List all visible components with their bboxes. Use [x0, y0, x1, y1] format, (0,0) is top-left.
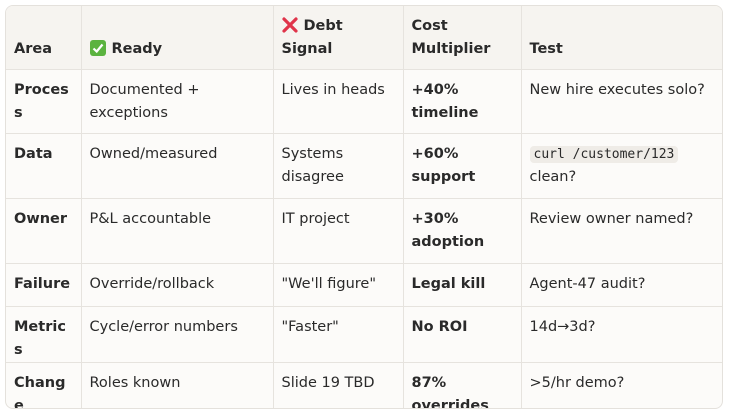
header-text: Cost Multiplier: [411, 18, 491, 57]
header-row: Area Ready Debt Signal Cost Multiplier T…: [6, 6, 722, 70]
table-cell: Cycle/error numbers: [81, 306, 274, 363]
cell-text: Agent-47 audit?: [529, 276, 646, 292]
table-cell: Agent-47 audit?: [521, 263, 722, 307]
header-cell: Area: [6, 6, 82, 70]
cell-text: Roles known: [89, 375, 181, 391]
cross-icon: [281, 17, 298, 33]
cell-text: +40% timeline: [411, 82, 479, 121]
header-text: Debt Signal: [281, 18, 343, 57]
cell-text: Override/rollback: [89, 276, 215, 292]
table-cell: Owner: [6, 198, 82, 264]
cell-text: Systems disagree: [281, 146, 344, 185]
cell-text: +30% adoption: [411, 211, 485, 250]
cell-text: clean?: [529, 169, 577, 185]
header-cell: Test: [521, 6, 722, 70]
cell-text: Cycle/error numbers: [89, 319, 238, 335]
table-row: Change Roles known Slide 19 TBD 87% overrid…: [6, 362, 722, 409]
table-cell: +30% adoption: [403, 198, 522, 264]
table: Area Ready Debt Signal Cost Multiplier T…: [6, 6, 722, 409]
table-cell: Owned/measured: [81, 133, 274, 199]
header-text: Area: [14, 41, 52, 57]
cell-text: Owned/measured: [89, 146, 218, 162]
cell-text: P&L accountable: [89, 211, 212, 227]
cell-text: 87% overrides: [411, 375, 489, 409]
header-text: Test: [529, 41, 563, 57]
cell-text: Documented + exceptions: [89, 82, 200, 121]
cell-text: New hire executes solo?: [529, 82, 705, 98]
table-cell: +60% support: [403, 133, 522, 199]
table-cell: Override/rollback: [81, 263, 274, 307]
cell-text: Owner: [14, 211, 68, 227]
table-cell: >5/hr demo?: [521, 363, 722, 409]
header-text: Ready: [111, 41, 163, 57]
cell-text: IT project: [281, 211, 350, 227]
table-cell: Systems disagree: [273, 133, 404, 199]
cell-text: No ROI: [411, 319, 468, 335]
table-cell: Legal kill: [403, 263, 522, 307]
cell-text: Failure: [14, 276, 71, 292]
cell-text: Metrics: [14, 319, 66, 358]
table-cell: "We'll figure": [273, 263, 404, 307]
cell-text: Legal kill: [411, 276, 486, 292]
table-cell: Review owner named?: [521, 198, 722, 264]
table-cell: Lives in heads: [273, 69, 404, 134]
table-cell: Documented + exceptions: [81, 69, 274, 134]
table-cell: "Faster": [273, 306, 404, 363]
table-cell: Slide 19 TBD: [273, 362, 404, 408]
table-row: Process Documented + exceptions Lives in h…: [6, 69, 722, 134]
cell-text: >5/hr demo?: [529, 375, 625, 391]
header-cell: Ready: [81, 6, 274, 70]
header-cell: Debt Signal: [273, 6, 404, 70]
check-icon: [89, 40, 106, 56]
table-cell: IT project: [273, 198, 404, 264]
table-cell: P&L accountable: [81, 198, 274, 264]
cell-text: Process: [14, 82, 69, 121]
cell-text: "We'll figure": [281, 276, 377, 292]
table-cell: No ROI: [403, 306, 522, 363]
table-body: Process Documented + exceptions Lives in h…: [6, 69, 722, 409]
cell-text: Data: [14, 146, 53, 162]
cell-text: Lives in heads: [281, 82, 385, 98]
table-cell: +40% timeline: [403, 69, 522, 134]
table-row: Owner P&L accountable IT project +30% adopt…: [6, 198, 722, 264]
table-cell: Process: [6, 69, 82, 134]
cell-text: +60% support: [411, 146, 476, 185]
table-cell: Roles known: [81, 362, 274, 408]
code-snippet: curl /customer/123: [529, 146, 679, 163]
table-cell: curl /customer/123 clean?: [521, 133, 722, 199]
table-cell: 14d→3d?: [521, 306, 722, 363]
cell-text: Change: [14, 375, 66, 409]
table-cell: Change: [6, 362, 82, 409]
cell-text: 14d→3d?: [529, 319, 596, 335]
table-card: Area Ready Debt Signal Cost Multiplier T…: [5, 5, 723, 409]
cell-text: Review owner named?: [529, 211, 694, 227]
table-cell: Metrics: [6, 306, 82, 363]
table-row: Data Owned/measured Systems disagree +60% s…: [6, 133, 722, 199]
table-row: Failure Override/rollback "We'll figure" Le…: [6, 263, 722, 307]
table-cell: Data: [6, 133, 82, 199]
cell-text: "Faster": [281, 319, 339, 335]
table-cell: 87% overrides: [403, 362, 522, 409]
header-cell: Cost Multiplier: [403, 6, 522, 70]
table-cell: Failure: [6, 263, 82, 307]
cell-text: Slide 19 TBD: [281, 375, 375, 391]
table-cell: New hire executes solo?: [521, 69, 722, 134]
table-row: Metrics Cycle/error numbers "Faster" No ROI…: [6, 306, 722, 363]
